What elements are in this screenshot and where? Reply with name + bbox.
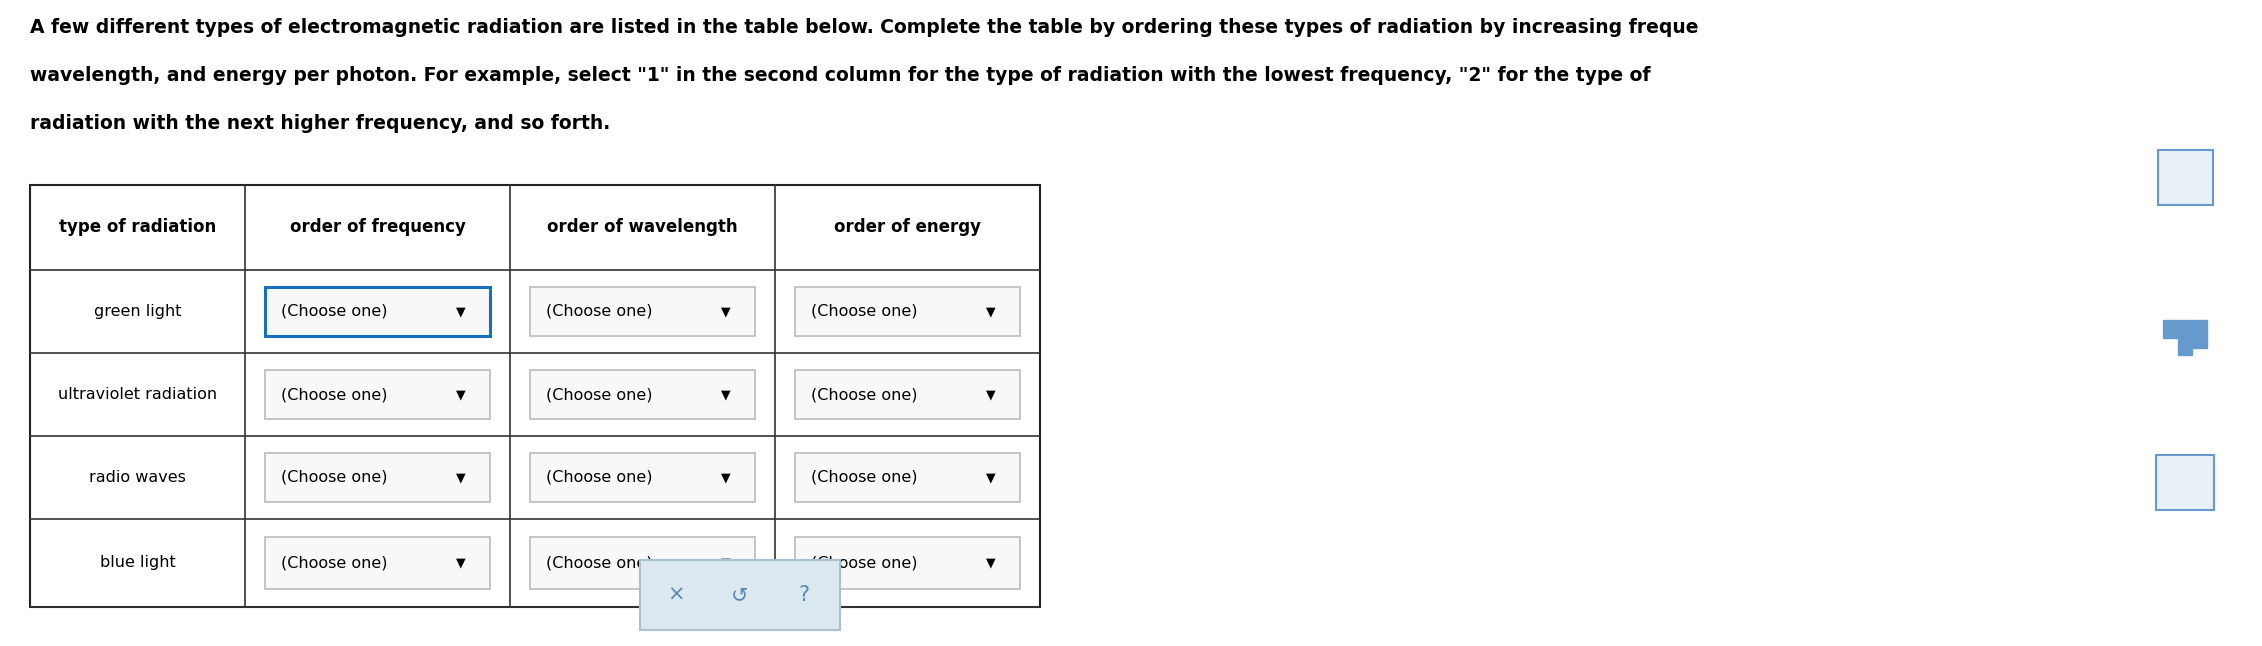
Text: ▼: ▼ [722, 556, 731, 570]
Text: ▼: ▼ [457, 471, 466, 484]
Bar [2178, 320, 2192, 355]
Text: (Choose one): (Choose one) [280, 304, 387, 319]
Text: ultraviolet radiation: ultraviolet radiation [59, 387, 217, 402]
Text: order of energy: order of energy [835, 218, 982, 236]
Text: ▼: ▼ [457, 388, 466, 401]
Text: ?: ? [798, 585, 810, 605]
Text: radio waves: radio waves [88, 470, 185, 485]
Bar [640, 560, 839, 630]
Text: ▼: ▼ [722, 471, 731, 484]
Bar [2158, 150, 2212, 205]
Text: (Choose one): (Choose one) [545, 470, 651, 485]
Text: (Choose one): (Choose one) [810, 556, 916, 570]
Text: type of radiation: type of radiation [59, 218, 217, 236]
Bar [794, 453, 1020, 503]
Text: ▼: ▼ [986, 471, 995, 484]
Text: wavelength, and energy per photon. For example, select "1" in the second column : wavelength, and energy per photon. For e… [29, 66, 1651, 85]
Bar [265, 287, 491, 337]
Text: blue light: blue light [100, 556, 176, 570]
Text: (Choose one): (Choose one) [280, 470, 387, 485]
Text: (Choose one): (Choose one) [810, 387, 916, 402]
Bar [794, 370, 1020, 419]
Text: ↺: ↺ [731, 585, 749, 605]
Text: green light: green light [93, 304, 181, 319]
Bar [265, 453, 491, 503]
Text: (Choose one): (Choose one) [280, 556, 387, 570]
Text: (Choose one): (Choose one) [280, 387, 387, 402]
Bar [265, 370, 491, 419]
Text: A few different types of electromagnetic radiation are listed in the table below: A few different types of electromagnetic… [29, 18, 1699, 37]
Text: ▼: ▼ [457, 556, 466, 570]
Text: 18: 18 [2160, 455, 2174, 465]
Bar [529, 287, 756, 337]
Text: ▼: ▼ [986, 556, 995, 570]
Text: (Choose one): (Choose one) [810, 304, 916, 319]
Text: ▼: ▼ [457, 305, 466, 318]
Text: ▼: ▼ [722, 388, 731, 401]
Bar [2192, 320, 2208, 348]
Text: (Choose one): (Choose one) [545, 387, 651, 402]
Text: ▼: ▼ [986, 388, 995, 401]
Bar [529, 370, 756, 419]
Text: (Choose one): (Choose one) [545, 304, 651, 319]
Text: order of wavelength: order of wavelength [547, 218, 737, 236]
Bar [794, 287, 1020, 337]
Text: (Choose one): (Choose one) [545, 556, 651, 570]
Text: (Choose one): (Choose one) [810, 470, 916, 485]
Bar [529, 453, 756, 503]
Bar [29, 185, 1041, 607]
Bar [265, 537, 491, 589]
Text: ▼: ▼ [986, 305, 995, 318]
Text: ×: × [667, 585, 685, 605]
Text: Ar: Ar [2172, 477, 2199, 497]
Bar [2156, 455, 2214, 510]
Text: ▼: ▼ [722, 305, 731, 318]
Bar [2162, 320, 2176, 338]
Bar [794, 537, 1020, 589]
Text: order of frequency: order of frequency [290, 218, 466, 236]
Bar [529, 537, 756, 589]
Text: radiation with the next higher frequency, and so forth.: radiation with the next higher frequency… [29, 114, 611, 133]
